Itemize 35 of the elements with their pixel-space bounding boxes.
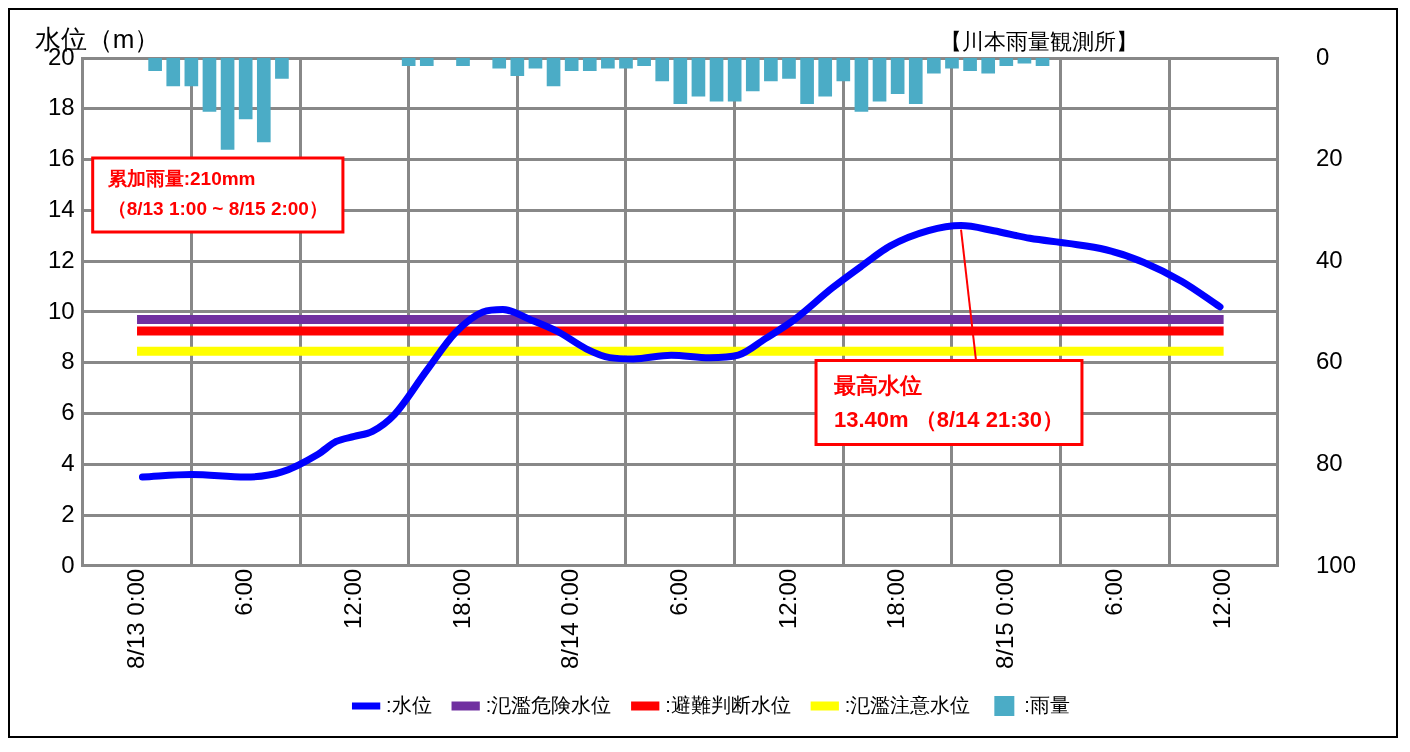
y-tick-label: 8 xyxy=(61,347,75,375)
y-tick-label: 16 xyxy=(47,144,75,172)
annotation: 最高水位 13.40m （8/14 21:30） xyxy=(833,372,1064,432)
x-tick-label: 12:00 xyxy=(338,568,366,629)
x-tick-label: 12:00 xyxy=(1208,568,1236,629)
legend-label: :氾濫危険水位 xyxy=(485,693,612,716)
legend-label: :水位 xyxy=(386,693,432,716)
y-tick-label: 6 xyxy=(61,398,75,426)
x-tick-label: 8/14 0:00 xyxy=(556,568,584,669)
y2-tick-label: 60 xyxy=(1315,347,1343,375)
y-tick-label: 14 xyxy=(47,195,75,222)
y2-tick-label: 20 xyxy=(1315,144,1343,172)
y-tick-label: 4 xyxy=(61,448,75,476)
y2-tick-label: 80 xyxy=(1315,448,1343,476)
x-tick-label: 6:00 xyxy=(230,568,258,616)
x-tick-label: 8/15 0:00 xyxy=(990,568,1018,669)
annotation: 累加雨量:210mm （8/13 1:00 ~ 8/15 2:00） xyxy=(106,168,328,220)
y2-tick-label: 40 xyxy=(1315,245,1343,273)
y2-tick-label: 100 xyxy=(1315,550,1356,578)
x-tick-label: 12:00 xyxy=(773,568,801,629)
y-tick-label: 2 xyxy=(61,499,75,527)
y-tick-label: 10 xyxy=(47,296,75,324)
x-tick-label: 6:00 xyxy=(1099,568,1127,616)
x-tick-label: 6:00 xyxy=(664,568,692,616)
y-tick-label: 12 xyxy=(47,245,75,273)
legend-label: :氾濫注意水位 xyxy=(844,693,971,716)
x-tick-label: 18:00 xyxy=(882,568,910,629)
legend-label: :避難判断水位 xyxy=(665,693,791,716)
text: 【川本雨量観測所】 xyxy=(939,29,1138,55)
legend-label: :雨量 xyxy=(1024,693,1070,716)
x-tick-label: 18:00 xyxy=(447,568,475,629)
y-tick-label: 18 xyxy=(47,93,75,121)
y2-tick-label: 0 xyxy=(1315,42,1330,70)
y-tick-label: 0 xyxy=(61,550,75,578)
x-tick-label: 8/13 0:00 xyxy=(121,568,149,669)
